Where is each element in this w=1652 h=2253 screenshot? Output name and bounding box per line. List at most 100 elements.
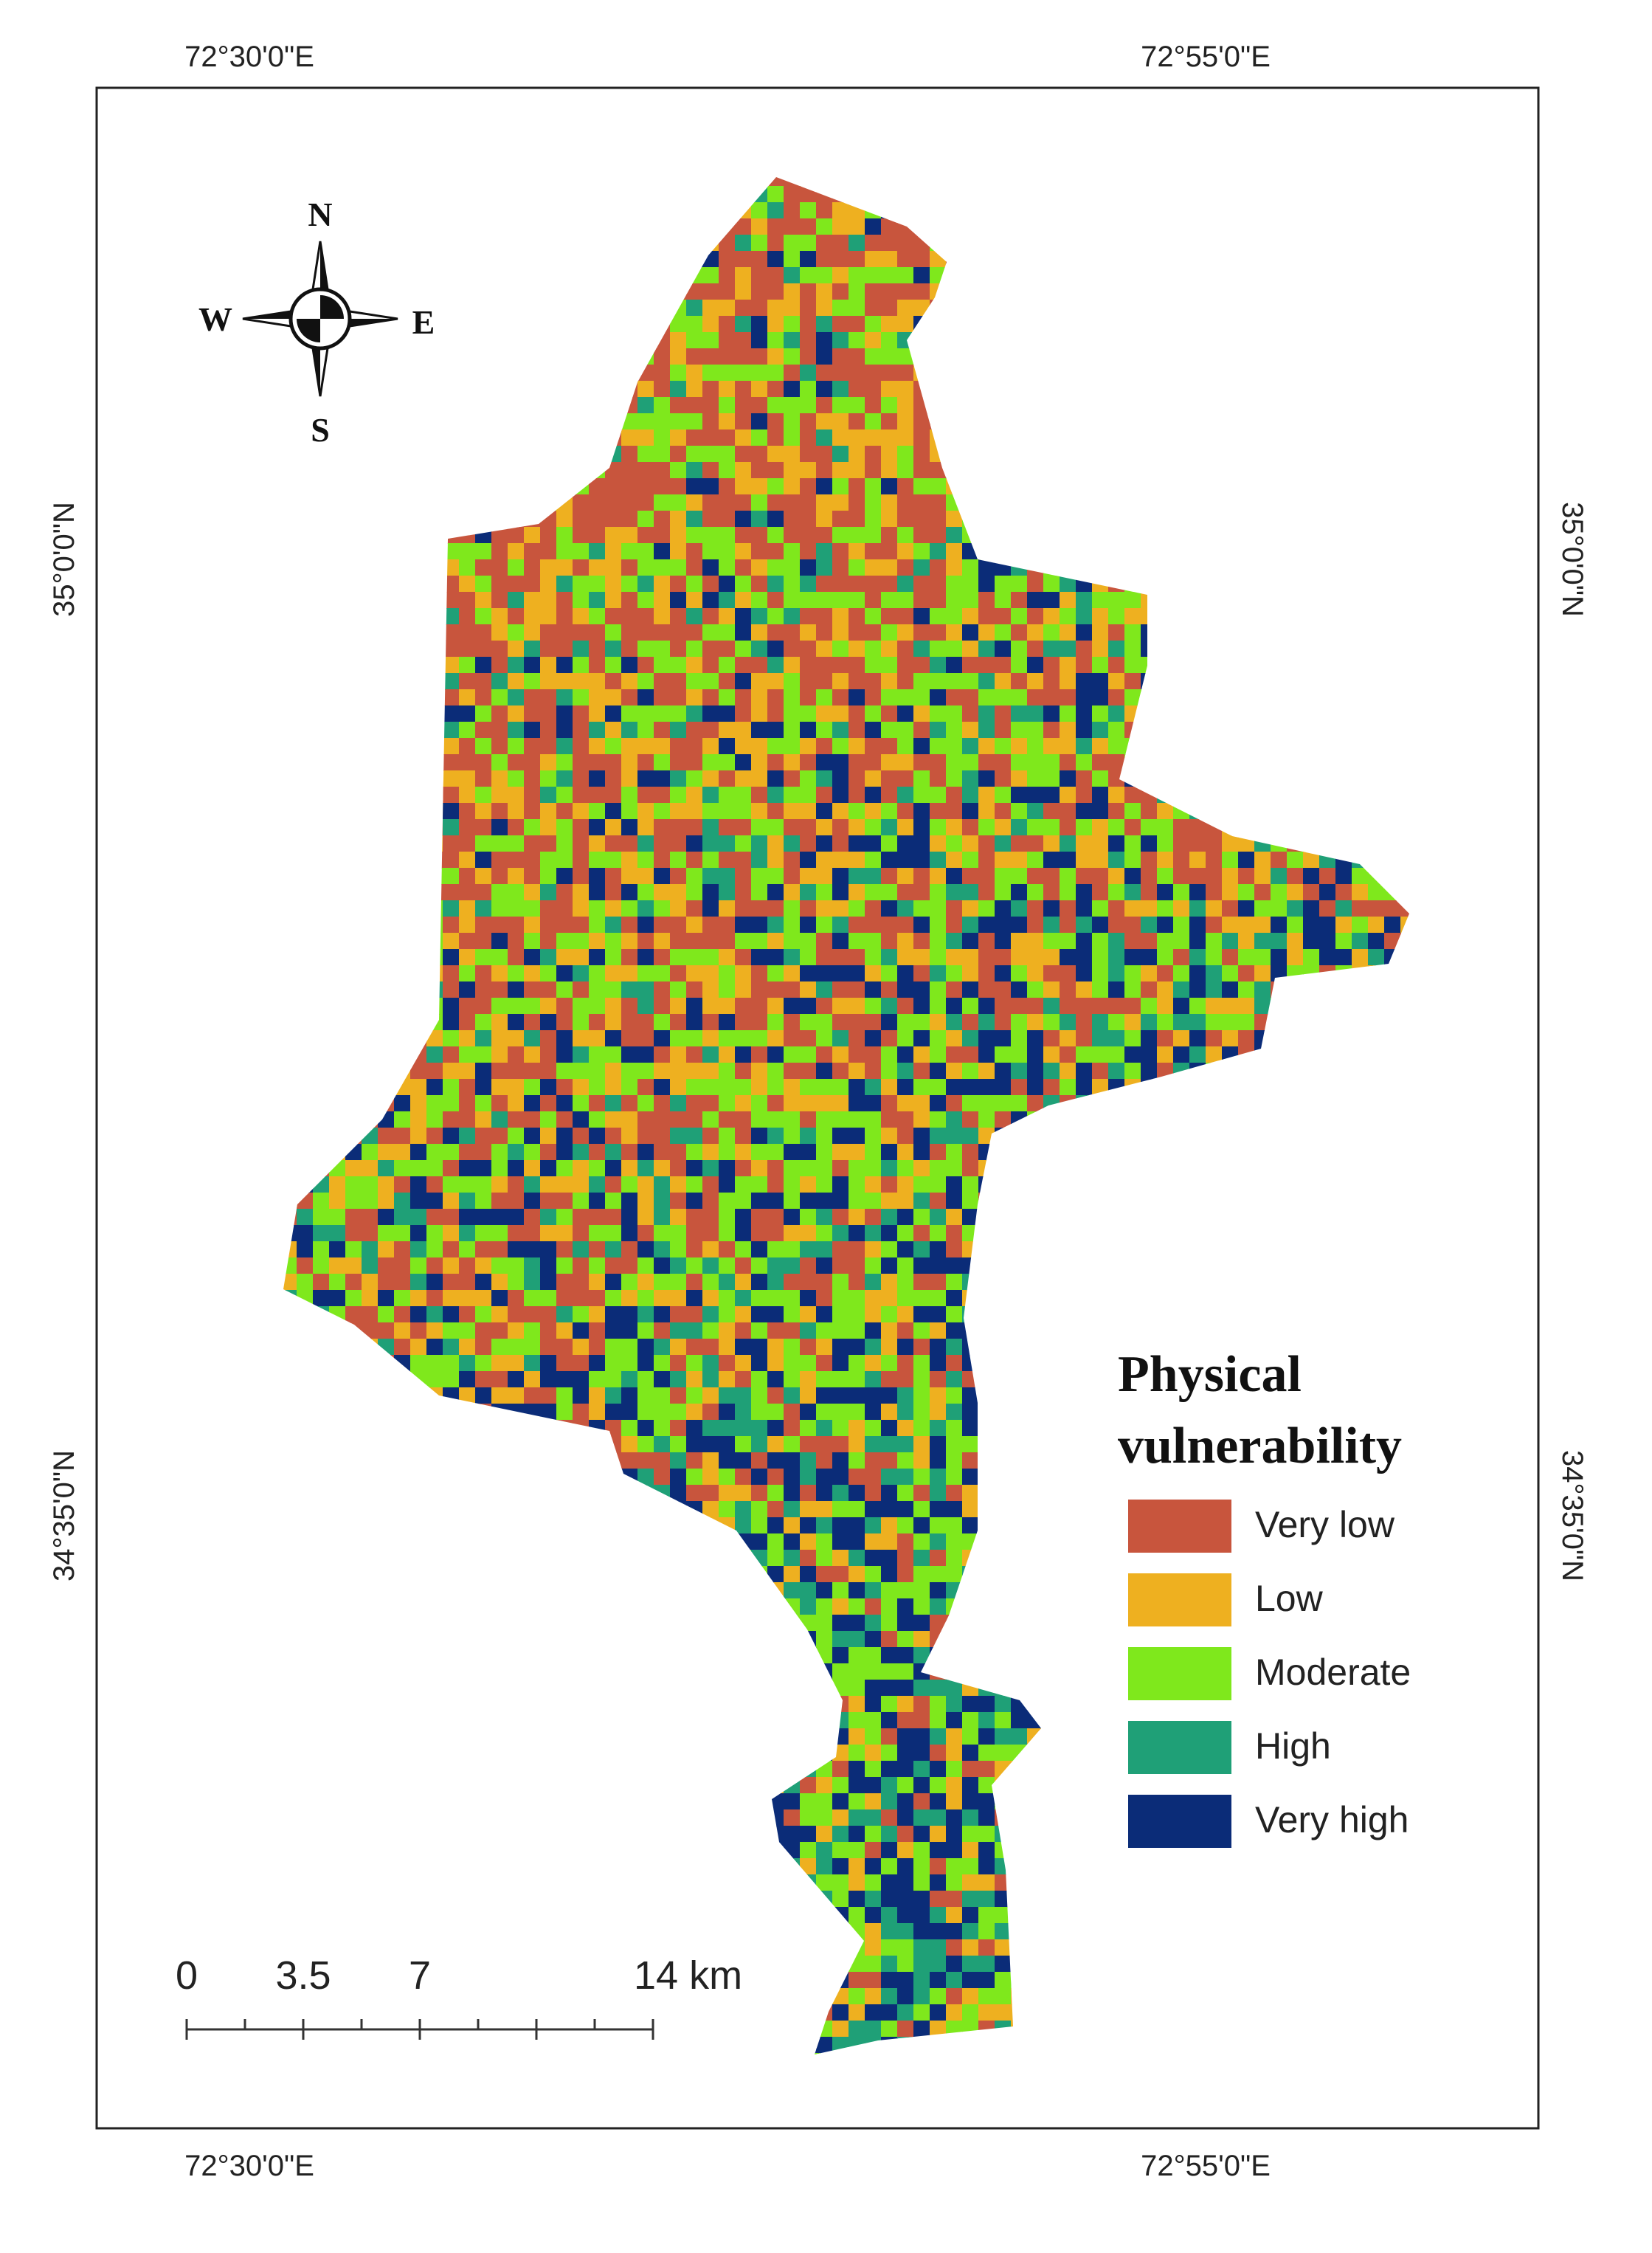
raster-cell (1157, 251, 1174, 268)
raster-cell (1173, 267, 1190, 284)
raster-cell (605, 511, 622, 528)
raster-cell (1335, 1274, 1352, 1291)
raster-cell (1400, 965, 1409, 982)
raster-cell (995, 1274, 1012, 1291)
raster-cell (540, 177, 557, 187)
raster-cell (1043, 657, 1060, 674)
raster-cell (621, 1079, 638, 1096)
raster-cell (637, 1241, 654, 1258)
raster-cell (1303, 981, 1320, 998)
raster-cell (978, 803, 995, 820)
raster-cell (1141, 949, 1158, 966)
raster-cell (930, 1290, 947, 1307)
raster-cell (751, 754, 768, 771)
raster-cell (751, 673, 768, 690)
raster-cell (1092, 462, 1109, 479)
raster-cell (1287, 754, 1304, 771)
raster-cell (849, 251, 865, 268)
raster-cell (930, 1111, 947, 1128)
raster-cell (767, 722, 784, 739)
raster-cell (1141, 608, 1158, 625)
raster-cell (1368, 218, 1385, 235)
raster-cell (1352, 413, 1369, 430)
raster-cell (897, 267, 914, 284)
raster-cell (475, 641, 492, 658)
raster-cell (426, 689, 443, 706)
raster-cell (654, 177, 671, 187)
raster-cell (362, 462, 379, 479)
raster-cell (362, 494, 379, 511)
raster-cell (946, 543, 963, 560)
raster-cell (1254, 348, 1271, 365)
raster-cell (816, 981, 833, 998)
raster-cell (1141, 868, 1158, 885)
raster-cell (670, 754, 687, 771)
raster-cell (378, 186, 395, 203)
raster-cell (767, 478, 784, 495)
raster-cell (459, 949, 476, 966)
raster-cell (832, 1014, 849, 1031)
raster-cell (556, 835, 573, 852)
raster-cell (654, 446, 671, 463)
raster-cell (1287, 917, 1304, 934)
raster-cell (1157, 1290, 1174, 1307)
raster-cell (524, 852, 541, 869)
raster-cell (362, 251, 379, 268)
raster-cell (283, 1128, 297, 1145)
raster-cell (1206, 559, 1223, 576)
raster-cell (1335, 900, 1352, 917)
raster-cell (1124, 787, 1141, 804)
raster-cell (654, 1128, 671, 1145)
raster-cell (1303, 202, 1320, 219)
raster-cell (1287, 592, 1304, 609)
raster-cell (1303, 1111, 1320, 1128)
raster-cell (1287, 852, 1304, 869)
raster-cell (767, 1225, 784, 1242)
raster-cell (459, 511, 476, 528)
raster-cell (1027, 770, 1044, 787)
raster-cell (1011, 397, 1028, 414)
raster-cell (1206, 673, 1223, 690)
raster-cell (491, 1128, 508, 1145)
raster-cell (881, 1014, 898, 1031)
raster-cell (686, 348, 703, 365)
raster-cell (1222, 478, 1239, 495)
raster-cell (1238, 332, 1255, 349)
raster-cell (686, 868, 703, 885)
raster-cell (978, 251, 995, 268)
raster-cell (832, 446, 849, 463)
raster-cell (849, 1257, 865, 1274)
raster-cell (378, 981, 395, 998)
raster-cell (540, 835, 557, 852)
raster-cell (1189, 608, 1206, 625)
raster-cell (719, 397, 736, 414)
raster-cell (1173, 397, 1190, 414)
raster-cell (1368, 1274, 1385, 1291)
raster-cell (297, 1160, 314, 1177)
raster-cell (1027, 316, 1044, 333)
raster-cell (621, 705, 638, 722)
raster-cell (426, 177, 443, 187)
raster-cell (524, 494, 541, 511)
raster-cell (816, 624, 833, 641)
raster-cell (702, 657, 719, 674)
raster-cell (1157, 705, 1174, 722)
raster-cell (962, 413, 979, 430)
raster-cell (800, 1160, 817, 1177)
raster-cell (881, 624, 898, 641)
raster-cell (1189, 624, 1206, 641)
raster-cell (1189, 1274, 1206, 1291)
raster-cell (443, 576, 460, 593)
raster-cell (621, 494, 638, 511)
raster-cell (1335, 446, 1352, 463)
raster-cell (491, 267, 508, 284)
raster-cell (1287, 332, 1304, 349)
raster-cell (459, 819, 476, 836)
raster-cell (1222, 332, 1239, 349)
raster-cell (443, 852, 460, 869)
raster-cell (1303, 852, 1320, 869)
raster-cell (930, 641, 947, 658)
raster-cell (1157, 332, 1174, 349)
raster-cell (832, 1111, 849, 1128)
raster-cell (670, 917, 687, 934)
